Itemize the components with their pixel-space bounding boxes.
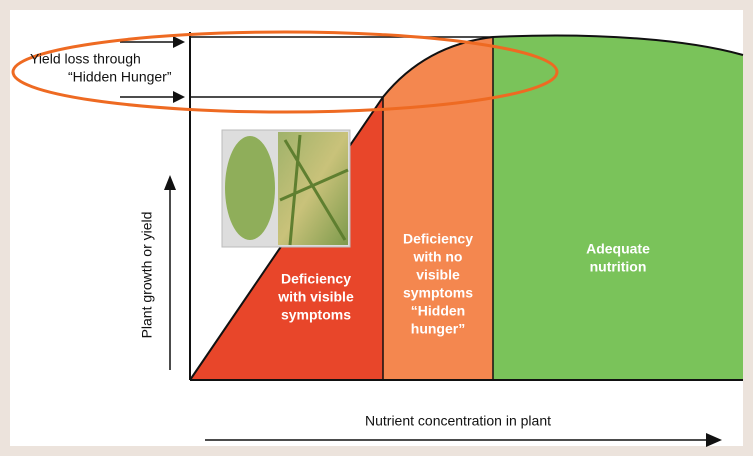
zone-label: nutrition: [590, 259, 647, 275]
y-axis-label: Plant growth or yield: [139, 212, 155, 339]
zone-label: with visible: [277, 289, 354, 305]
zone-label: “Hidden: [411, 303, 465, 319]
zone-label: symptoms: [281, 307, 351, 323]
zone-adequate: [493, 36, 743, 380]
zone-label: symptoms: [403, 285, 473, 301]
zone-label: visible: [416, 267, 460, 283]
callout-text: “Hidden Hunger”: [68, 69, 172, 85]
zone-label: with no: [413, 249, 463, 265]
callout-text: Yield loss through: [30, 51, 141, 67]
leaf-photo: [222, 130, 350, 247]
x-axis-label: Nutrient concentration in plant: [365, 413, 551, 429]
zone-label: hunger”: [411, 321, 465, 337]
zone-label: Deficiency: [281, 271, 351, 287]
page: Yield loss through “Hidden Hunger” Deficie…: [0, 0, 753, 456]
diagram: Yield loss through “Hidden Hunger” Deficie…: [0, 0, 753, 456]
zone-label: Adequate: [586, 241, 650, 257]
zone-label: Deficiency: [403, 231, 473, 247]
